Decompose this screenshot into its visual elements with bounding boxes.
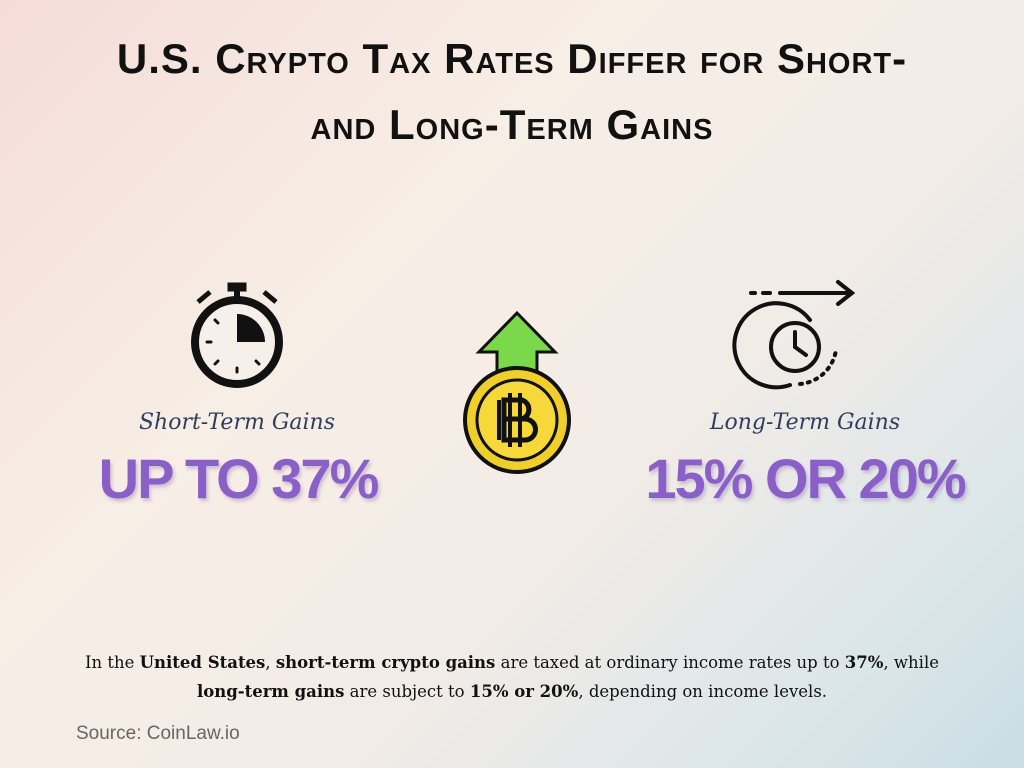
bitcoin-icon — [463, 310, 571, 474]
text: , while — [883, 653, 939, 672]
text: are taxed at ordinary income rates up to — [495, 653, 845, 672]
clock-arrow-icon — [732, 280, 856, 390]
panel-label: Long-Term Gains — [709, 410, 901, 435]
panel-label: Short-Term Gains — [138, 410, 336, 435]
title-line: U.S. Crypto Tax Rates Differ for Short- — [116, 35, 908, 82]
bold-text: United States — [139, 653, 266, 672]
bold-text: 15% or 20% — [469, 682, 579, 701]
text: are subject to — [344, 682, 470, 701]
stopwatch-icon — [191, 282, 283, 388]
bold-text: long-term gains — [196, 682, 345, 701]
text: In the — [85, 653, 140, 672]
source: Source: CoinLaw.io — [76, 723, 240, 744]
bold-text: short-term crypto gains — [275, 653, 496, 672]
text: , depending on income levels. — [578, 682, 828, 701]
title-line: and Long-Term Gains — [310, 101, 714, 148]
text: , — [265, 653, 276, 672]
bold-text: 37% — [844, 653, 884, 672]
description: In the United States, short-term crypto … — [70, 648, 954, 706]
panel-value: 15% OR 20% — [645, 447, 966, 510]
panel-value: UP TO 37% — [98, 447, 380, 510]
